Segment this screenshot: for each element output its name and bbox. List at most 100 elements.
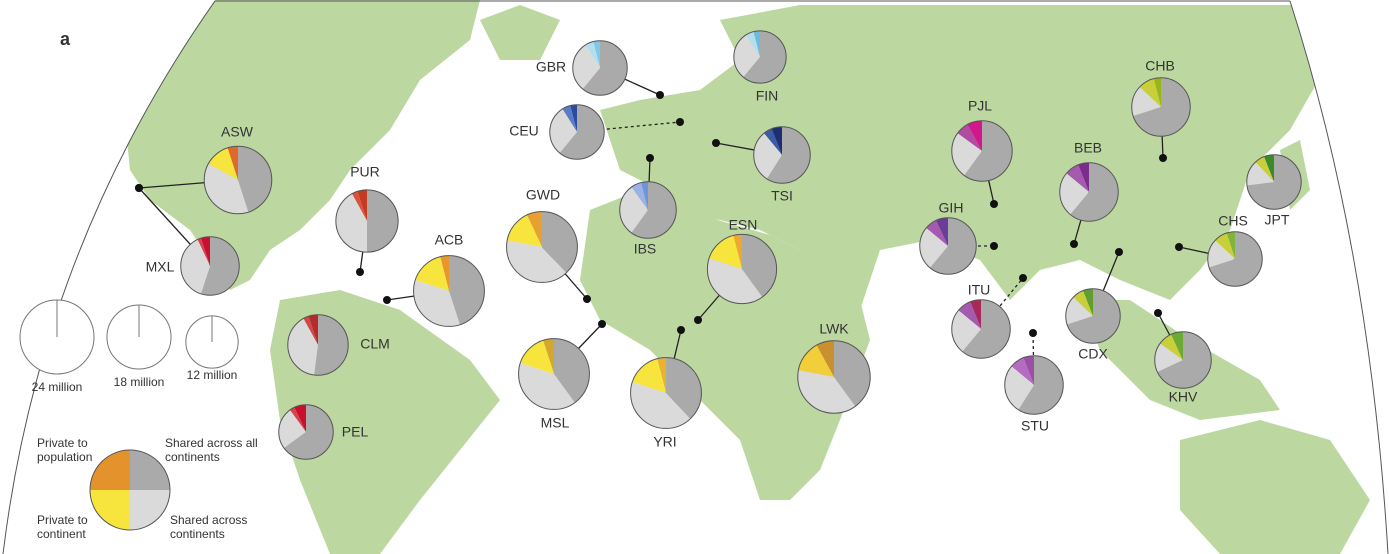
- pie-slice: [742, 234, 777, 298]
- pie-slice: [90, 490, 130, 530]
- population-label: KHV: [1169, 389, 1198, 405]
- pie-slice: [554, 338, 590, 403]
- pie-outline: [549, 104, 605, 160]
- location-dot: [598, 320, 606, 328]
- pie-outline: [278, 404, 334, 460]
- pie-slice: [753, 133, 782, 179]
- population-label: BEB: [1074, 140, 1102, 156]
- pie-slice: [733, 234, 742, 269]
- pie-slice: [1133, 77, 1191, 137]
- pie-slice: [90, 450, 130, 490]
- pie-slice: [585, 41, 600, 68]
- pie-slice: [1065, 297, 1093, 325]
- pie-slice: [287, 318, 318, 375]
- population-label: ASW: [221, 124, 254, 140]
- location-dot: [356, 268, 364, 276]
- pie-slice: [1209, 231, 1263, 287]
- pie-slice: [1255, 156, 1274, 182]
- pie-outline: [1246, 154, 1302, 210]
- pie-slice: [278, 409, 306, 449]
- pie-outline: [1065, 288, 1121, 344]
- pie-slice: [970, 299, 981, 329]
- pie-slice: [1246, 162, 1274, 186]
- population-label: CEU: [509, 123, 539, 139]
- location-dot: [1159, 154, 1167, 162]
- pie-slice: [227, 146, 238, 180]
- pie-slice: [559, 104, 605, 160]
- location-dot: [383, 296, 391, 304]
- pie-outline: [619, 181, 677, 239]
- legend-label: Private to continent: [37, 513, 88, 541]
- population-label: CHB: [1145, 58, 1175, 74]
- pie-slice: [1215, 233, 1235, 259]
- panel-label: a: [60, 29, 71, 49]
- pie-slice: [1160, 334, 1183, 360]
- pie-slice: [572, 45, 600, 89]
- pie-slice: [526, 211, 542, 247]
- pie-slice: [834, 340, 871, 407]
- pie-slice: [951, 310, 981, 352]
- population-label: PUR: [350, 164, 380, 180]
- population-label: CLM: [360, 336, 390, 352]
- location-dot: [712, 139, 720, 147]
- pie-slice: [935, 217, 948, 246]
- pie-slice: [1207, 240, 1235, 268]
- pie-slice: [630, 382, 691, 429]
- pie-outline: [506, 211, 578, 283]
- population-label: CHS: [1218, 213, 1248, 229]
- population-label: PEL: [342, 424, 369, 440]
- pie-outline: [1154, 331, 1212, 389]
- location-dot: [646, 154, 654, 162]
- pie-slice: [1059, 173, 1089, 215]
- pie-slice: [289, 407, 306, 432]
- pie-slice: [962, 299, 1011, 359]
- pie-slice: [926, 220, 948, 246]
- pie-outline: [180, 236, 240, 296]
- pie-slice: [1170, 331, 1183, 360]
- location-dot: [1019, 274, 1027, 282]
- location-dot: [990, 200, 998, 208]
- pie-slice: [520, 340, 554, 374]
- pie-slice: [543, 338, 554, 374]
- population-label: GBR: [536, 59, 566, 75]
- location-dot: [990, 242, 998, 250]
- pie-slice: [771, 126, 782, 155]
- pie-slice: [666, 357, 702, 419]
- pie-slice: [582, 40, 628, 96]
- pie-slice: [506, 240, 567, 283]
- pie-slice: [967, 120, 982, 151]
- population-label: ACB: [435, 232, 464, 248]
- population-label: STU: [1021, 418, 1049, 434]
- pie-slice: [733, 34, 760, 78]
- pie-slice: [440, 255, 449, 291]
- location-dot: [1070, 240, 1078, 248]
- pie-slice: [1067, 288, 1121, 344]
- pie-slice: [308, 314, 318, 345]
- pie-slice: [415, 256, 449, 291]
- location-dot: [694, 316, 702, 324]
- pie-slice: [449, 255, 485, 325]
- pie-slice: [413, 280, 460, 327]
- pie-slice: [631, 182, 648, 210]
- pie-slice: [1226, 231, 1235, 259]
- pie-outline: [413, 255, 485, 327]
- pie-slice: [1263, 154, 1274, 182]
- pie-slice: [357, 189, 367, 221]
- pie-slice: [1157, 331, 1212, 389]
- pie-slice: [197, 238, 210, 266]
- population-label: IBS: [634, 241, 657, 257]
- pie-slice: [283, 404, 334, 460]
- pie-slice: [238, 146, 272, 213]
- pie-slice: [745, 31, 760, 57]
- pie-slice: [335, 193, 367, 253]
- pie-outline: [335, 189, 399, 253]
- pie-slice: [549, 109, 577, 153]
- population-label: CDX: [1078, 346, 1108, 362]
- pie-slice: [1066, 164, 1089, 192]
- pie-slice: [766, 126, 811, 184]
- pie-slice: [709, 235, 742, 269]
- pie-slice: [1131, 86, 1161, 117]
- pie-slice: [130, 450, 170, 490]
